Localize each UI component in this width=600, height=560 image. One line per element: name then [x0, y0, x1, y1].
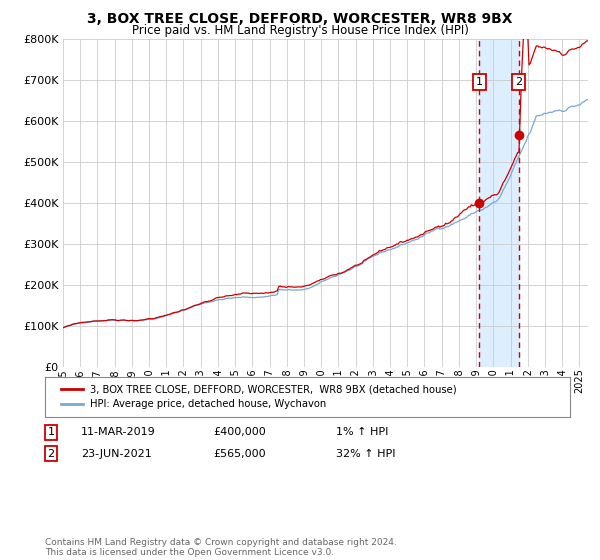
Text: £400,000: £400,000 — [213, 427, 266, 437]
Text: 2: 2 — [47, 449, 55, 459]
Text: Price paid vs. HM Land Registry's House Price Index (HPI): Price paid vs. HM Land Registry's House … — [131, 24, 469, 36]
Legend: 3, BOX TREE CLOSE, DEFFORD, WORCESTER,  WR8 9BX (detached house), HPI: Average p: 3, BOX TREE CLOSE, DEFFORD, WORCESTER, W… — [55, 379, 463, 416]
Text: 11-MAR-2019: 11-MAR-2019 — [81, 427, 156, 437]
Text: 1% ↑ HPI: 1% ↑ HPI — [336, 427, 388, 437]
Text: 1: 1 — [47, 427, 55, 437]
Text: 32% ↑ HPI: 32% ↑ HPI — [336, 449, 395, 459]
Text: 2: 2 — [515, 77, 523, 87]
Text: Contains HM Land Registry data © Crown copyright and database right 2024.
This d: Contains HM Land Registry data © Crown c… — [45, 538, 397, 557]
Text: 1: 1 — [476, 77, 483, 87]
Text: 3, BOX TREE CLOSE, DEFFORD, WORCESTER, WR8 9BX: 3, BOX TREE CLOSE, DEFFORD, WORCESTER, W… — [87, 12, 513, 26]
Text: £565,000: £565,000 — [213, 449, 266, 459]
Bar — [479, 39, 519, 367]
Text: 23-JUN-2021: 23-JUN-2021 — [81, 449, 152, 459]
